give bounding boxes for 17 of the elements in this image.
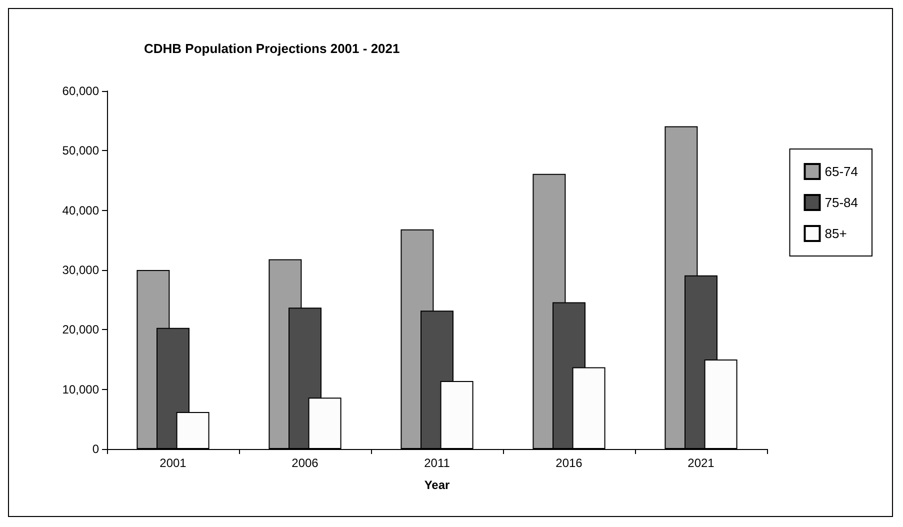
x-tick-label: 2011 (424, 456, 450, 470)
x-tick-label: 2006 (292, 456, 319, 470)
y-tick-label: 50,000 (62, 144, 100, 158)
x-axis-title: Year (424, 478, 450, 492)
y-tick-label: 30,000 (62, 263, 100, 277)
legend-label: 85+ (824, 226, 847, 241)
legend-label: 75-84 (824, 195, 858, 210)
chart-title: CDHB Population Projections 2001 - 2021 (144, 41, 400, 56)
y-tick-label: 10,000 (62, 382, 100, 396)
x-tick-label: 2021 (688, 456, 715, 470)
x-tick-label: 2016 (556, 456, 583, 470)
y-tick-label: 20,000 (62, 322, 100, 337)
x-tick-label: 2001 (160, 456, 187, 470)
y-tick-label: 0 (92, 442, 100, 456)
y-tick-label: 60,000 (62, 84, 100, 98)
legend-label: 65-74 (824, 164, 858, 179)
y-tick-label: 40,000 (62, 203, 100, 218)
